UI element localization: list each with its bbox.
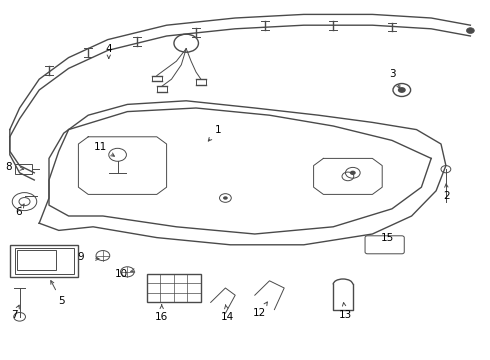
Text: 9: 9 (77, 252, 84, 262)
Text: 1: 1 (215, 125, 221, 135)
Text: 2: 2 (443, 191, 450, 201)
Circle shape (466, 28, 474, 33)
Text: 3: 3 (389, 69, 395, 79)
Text: 13: 13 (339, 310, 352, 320)
Text: 15: 15 (380, 233, 394, 243)
Text: 5: 5 (58, 296, 65, 306)
Text: 7: 7 (11, 310, 18, 320)
Text: 12: 12 (253, 308, 267, 318)
Circle shape (398, 87, 406, 93)
Bar (15, 164, 32, 174)
Text: 14: 14 (221, 312, 235, 322)
Text: 16: 16 (155, 312, 169, 322)
Bar (17, 250, 56, 270)
Text: 11: 11 (94, 142, 107, 152)
Circle shape (223, 196, 228, 200)
Text: 6: 6 (15, 207, 22, 217)
Text: 10: 10 (115, 269, 128, 279)
Bar (147, 274, 201, 302)
Text: 4: 4 (105, 44, 112, 54)
Bar (15, 248, 74, 274)
Circle shape (350, 171, 356, 175)
Text: 8: 8 (5, 162, 12, 172)
Bar (10, 245, 78, 277)
